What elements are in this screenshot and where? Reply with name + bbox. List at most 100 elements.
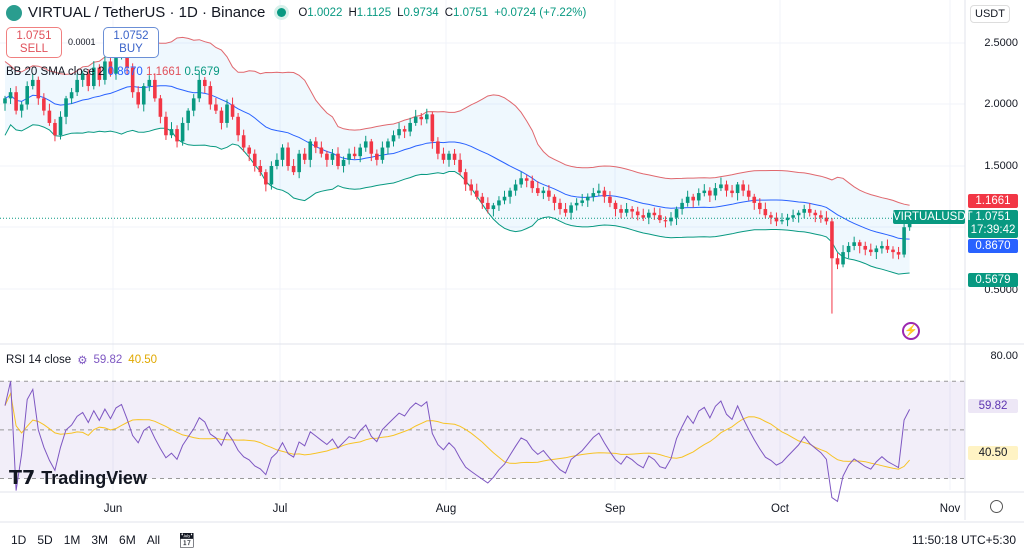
candle-body	[857, 242, 862, 246]
candle-body	[713, 188, 718, 196]
candle-body	[325, 153, 329, 160]
candle-body	[247, 147, 251, 154]
candle-body	[552, 196, 557, 203]
candle-body	[563, 209, 568, 213]
candle-body	[214, 104, 218, 111]
symbol-title[interactable]: VIRTUAL / TetherUS · 1D · Binance	[28, 4, 266, 21]
rsi-tick: 80.00	[990, 350, 1018, 362]
range-1m[interactable]: 1M	[63, 533, 81, 547]
candle-body	[802, 209, 806, 213]
range-3m[interactable]: 3M	[91, 533, 109, 547]
candle-body	[75, 79, 79, 93]
candle-body	[669, 217, 673, 222]
candle-body	[497, 200, 501, 206]
candle-body	[852, 242, 856, 246]
candle-body	[613, 202, 618, 210]
bb-fill	[5, 37, 910, 275]
candle-body	[530, 180, 535, 189]
sell-button[interactable]: 1.0751 SELL	[6, 27, 62, 58]
candle-body	[302, 153, 307, 160]
tradingview-logo[interactable]: 𝗧𝟳 TradingView	[9, 468, 147, 489]
candle-body	[547, 190, 551, 197]
price-tick: 1.5000	[984, 160, 1018, 172]
candle-body	[807, 209, 812, 213]
candle-body	[291, 166, 296, 173]
candle-body	[208, 86, 213, 105]
candle-body	[447, 153, 451, 160]
bb-lower-tag: 0.5679	[968, 273, 1018, 287]
candle-body	[175, 129, 179, 142]
candle-body	[308, 141, 313, 160]
candle-body	[69, 92, 74, 99]
candle-body	[219, 110, 224, 123]
currency-selector[interactable]: USDT	[970, 5, 1010, 23]
rsi-line	[4, 381, 911, 503]
candle-body	[236, 116, 240, 136]
candle-body	[19, 104, 24, 111]
time-tick: Aug	[435, 503, 457, 515]
symbol-header: VIRTUAL / TetherUS · 1D · Binance O1.002…	[6, 4, 592, 21]
calendar-icon[interactable]: 📅︎	[178, 531, 196, 548]
candle-body	[53, 122, 57, 136]
candle-body	[663, 220, 668, 222]
candle-body	[380, 147, 385, 160]
lightning-icon[interactable]: ⚡	[902, 322, 920, 340]
candle-body	[896, 252, 901, 255]
candle-body	[569, 205, 573, 213]
candle-body	[141, 86, 146, 105]
candle-body	[597, 190, 601, 194]
candle-body	[425, 114, 429, 120]
clock[interactable]: 11:50:18 UTC+5:30	[911, 533, 1016, 547]
price-tick: 0.5000	[984, 284, 1018, 296]
candle-body	[25, 86, 29, 105]
candle-body	[180, 122, 185, 142]
candle-body	[702, 190, 707, 194]
candle-body	[264, 172, 268, 185]
candle-body	[758, 202, 762, 210]
candle-body	[108, 61, 113, 74]
candle-body	[30, 79, 35, 87]
range-1d[interactable]: 1D	[11, 533, 27, 547]
range-5d[interactable]: 5D	[37, 533, 53, 547]
price-tick: 2.0000	[984, 98, 1018, 110]
candle-body	[885, 245, 890, 250]
candle-body	[746, 190, 751, 197]
candle-body	[608, 196, 612, 203]
candle-body	[358, 147, 362, 157]
candle-body	[591, 193, 596, 197]
candle-body	[624, 209, 629, 213]
candle-body	[630, 209, 634, 212]
candle-body	[330, 153, 335, 160]
candle-body	[558, 202, 562, 210]
candle-body	[114, 55, 118, 74]
buy-button[interactable]: 1.0752 BUY	[103, 27, 159, 58]
bb-upper-tag: 1.1661	[968, 194, 1018, 208]
candle-body	[164, 116, 168, 136]
bb-legend[interactable]: BB 20 SMA close 2 0.8670 1.1661 0.5679	[6, 66, 220, 78]
candle-body	[153, 79, 157, 99]
last-price-tag: 1.0751 17:39:42	[968, 210, 1018, 238]
rsi-ma-tag: 40.50	[968, 446, 1018, 460]
settings-icon[interactable]	[990, 500, 1003, 513]
candle-body	[336, 153, 340, 166]
candle-body	[524, 178, 529, 181]
settings-icon[interactable]: ⚙	[77, 355, 88, 367]
time-tick: Oct	[771, 503, 789, 515]
candle-body	[130, 67, 135, 93]
bb-lower-line	[4, 123, 910, 275]
candle-body	[691, 196, 695, 201]
candle-body	[536, 188, 540, 194]
candle-body	[419, 116, 424, 120]
candle-body	[619, 209, 623, 213]
candle-body	[741, 184, 745, 191]
candle-body	[147, 79, 152, 87]
candle-body	[708, 190, 712, 196]
rsi-legend[interactable]: RSI 14 close ⚙ 59.82 40.50	[6, 354, 158, 367]
range-6m[interactable]: 6M	[119, 533, 136, 547]
range-all[interactable]: All	[146, 533, 161, 547]
symbol-logo-icon	[6, 4, 22, 21]
candle-body	[241, 135, 246, 148]
candle-body	[375, 153, 379, 160]
candle-body	[86, 73, 91, 87]
